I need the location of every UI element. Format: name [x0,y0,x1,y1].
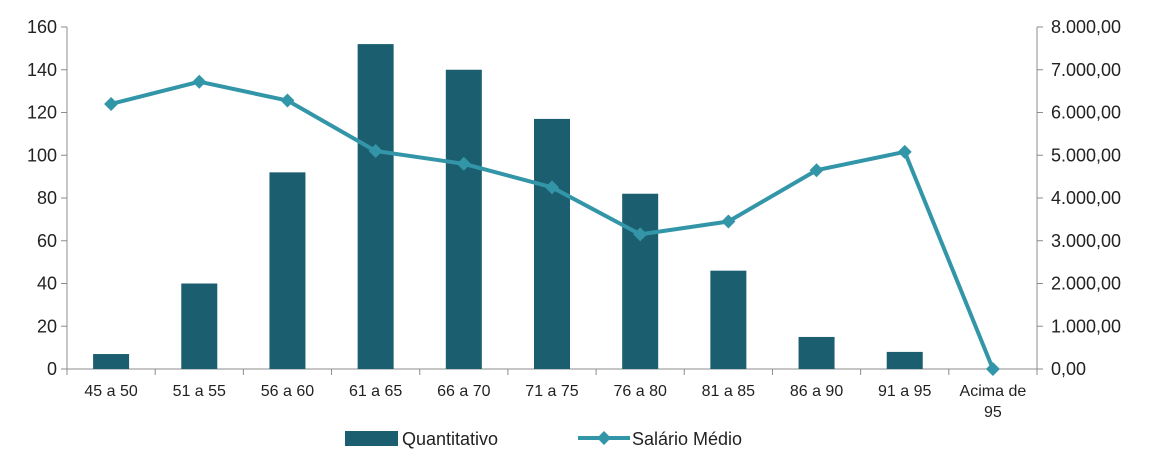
left-axis-tick-label: 80 [37,188,57,208]
x-axis-category-label: 86 a 90 [790,383,843,400]
bar-quantitativo [269,172,306,369]
bar-quantitativo [357,44,394,369]
line-series-salario-medio [104,74,1000,376]
legend-label-quantitativo: Quantitativo [402,429,498,449]
bar-quantitativo [798,336,835,369]
point-salario-medio [192,74,207,89]
right-axis-tick-label: 8.000,00 [1051,17,1121,37]
x-axis-category-label: 91 a 95 [878,383,931,400]
right-y-axis: 0,00 1.000,00 2.000,00 3.000,00 4.000,00 5.00… [1036,17,1121,379]
x-axis-category-label: 71 a 75 [525,383,578,400]
point-salario-medio [809,163,824,178]
left-y-axis: 0 20 40 60 80 100 120 140 160 [27,17,68,379]
x-axis-category-label: 45 a 50 [84,383,137,400]
legend-swatch-quantitativo [345,431,398,446]
bar-quantitativo [445,69,482,369]
right-axis-tick-label: 4.000,00 [1051,188,1121,208]
x-axis-category-label: 95 [984,404,1002,421]
point-salario-medio [280,93,295,108]
point-salario-medio [456,156,471,171]
right-axis-tick-label: 7.000,00 [1051,60,1121,80]
x-axis-category-label: Acima de [960,383,1027,400]
x-axis: 45 a 50 51 a 55 56 a 60 61 a 65 66 a 70 71 a … [66,368,1038,421]
x-axis-category-label: 81 a 85 [702,383,755,400]
point-salario-medio [104,96,119,111]
bar-quantitativo [181,283,218,369]
bar-quantitativo [93,354,130,369]
bar-series-quantitativo [93,44,923,369]
x-axis-category-label: 56 a 60 [261,383,314,400]
point-salario-medio [545,180,559,195]
right-axis-tick-label: 3.000,00 [1051,231,1121,251]
bar-quantitativo [710,270,747,369]
left-axis-tick-label: 120 [27,103,57,123]
left-axis-tick-label: 20 [37,316,57,336]
x-axis-category-label: 51 a 55 [173,383,226,400]
point-salario-medio [368,143,383,158]
legend-label-salario-medio: Salário Médio [632,429,742,449]
left-axis-tick-label: 40 [37,274,57,294]
right-axis-tick-label: 5.000,00 [1051,145,1121,165]
point-salario-medio [897,144,912,159]
legend: Quantitativo Salário Médio [345,429,742,449]
right-axis-tick-label: 1.000,00 [1051,316,1121,336]
x-axis-category-label: 76 a 80 [613,383,666,400]
point-salario-medio [633,227,648,242]
left-axis-tick-label: 0 [47,359,57,379]
left-axis-tick-label: 140 [27,60,57,80]
left-axis-tick-label: 60 [37,231,57,251]
bar-quantitativo [886,351,923,369]
bar-quantitativo [622,193,659,369]
left-axis-tick-label: 160 [27,17,57,37]
point-salario-medio [721,214,736,229]
point-salario-medio [985,362,1000,376]
right-axis-tick-label: 0,00 [1051,359,1086,379]
x-axis-category-label: 66 a 70 [437,383,490,400]
legend-marker-salario-medio [597,431,611,445]
right-axis-tick-label: 6.000,00 [1051,103,1121,123]
right-axis-tick-label: 2.000,00 [1051,274,1121,294]
left-axis-tick-label: 100 [27,145,57,165]
bar-quantitativo [534,118,570,369]
x-axis-category-label: 61 a 65 [349,383,402,400]
